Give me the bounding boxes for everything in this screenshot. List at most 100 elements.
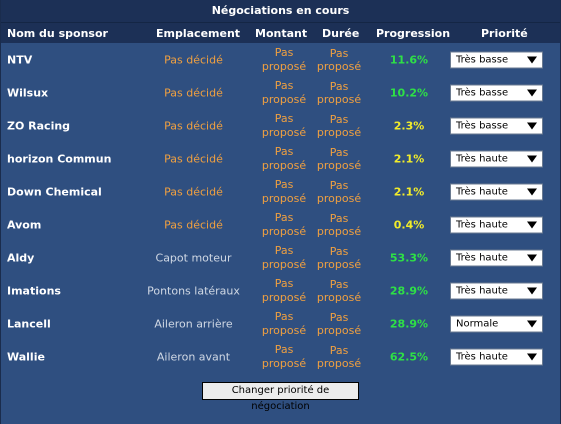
progression-value: 11.6% [389, 53, 429, 66]
montant-line-2: proposé [261, 191, 307, 205]
column-header-priorite: Priorité [481, 27, 528, 40]
column-header-duree: Durée [322, 27, 360, 40]
duree-value: Pas proposé [316, 46, 362, 73]
table-row: Avom Pas décidé Pas proposé Pas proposé 0.4% T… [1, 208, 560, 241]
table-row: ZO Racing Pas décidé Pas proposé Pas proposé… [1, 109, 560, 142]
duree-value: Pas proposé [316, 211, 362, 238]
change-priority-button[interactable]: Changer priorité de négociation [202, 382, 359, 412]
montant-line-1: Pas [274, 45, 294, 59]
table-row: Aldy Capot moteur Pas proposé Pas proposé 53.… [1, 241, 560, 274]
duree-value: Pas proposé [316, 112, 362, 139]
table-header: Nom du sponsor Emplacement Montant Durée… [1, 23, 560, 43]
dropdown-arrow-icon [527, 221, 537, 228]
emplacement-value: Capot moteur [155, 251, 232, 264]
table-row: Wallie Aileron avant Pas proposé Pas proposé… [1, 340, 560, 373]
priority-select[interactable]: Très haute [450, 348, 543, 365]
priority-select-value: Normale [456, 318, 499, 329]
priority-select[interactable]: Très haute [450, 216, 543, 233]
priority-select-value: Très haute [456, 186, 508, 197]
montant-line-1: Pas [274, 276, 294, 290]
dropdown-arrow-icon [527, 56, 537, 63]
priority-select-value: Très haute [456, 285, 508, 296]
sponsor-name: Aldy [7, 251, 35, 264]
dropdown-arrow-icon [527, 155, 537, 162]
priority-select[interactable]: Très haute [450, 150, 543, 167]
priority-select[interactable]: Très basse [450, 84, 543, 101]
table-row: Lancell Aileron arrière Pas proposé Pas prop… [1, 307, 560, 340]
montant-value: Pas proposé [256, 112, 312, 140]
montant-line-2: proposé [261, 290, 307, 304]
montant-line-2: proposé [261, 224, 307, 238]
sponsor-name: NTV [7, 53, 33, 66]
montant-line-2: proposé [261, 59, 307, 73]
emplacement-value: Pas décidé [164, 185, 223, 198]
montant-line-2: proposé [261, 356, 307, 370]
table-row: Imations Pontons latéraux Pas proposé Pas pr… [1, 274, 560, 307]
montant-value: Pas proposé [256, 343, 312, 371]
sponsor-name: Avom [7, 218, 42, 231]
duree-value: Pas proposé [316, 343, 362, 370]
table-row: horizon Commun Pas décidé Pas proposé Pas pr… [1, 142, 560, 175]
table-row: NTV Pas décidé Pas proposé Pas proposé 11.6% T… [1, 43, 560, 76]
montant-value: Pas proposé [256, 310, 312, 338]
montant-line-2: proposé [261, 257, 307, 271]
duree-value: Pas proposé [316, 310, 362, 337]
priority-select[interactable]: Très haute [450, 249, 543, 266]
sponsor-table-body: NTV Pas décidé Pas proposé Pas proposé 11.6% T… [1, 43, 560, 373]
montant-value: Pas proposé [256, 79, 312, 107]
priority-select[interactable]: Très basse [450, 51, 543, 68]
priority-select-value: Très haute [456, 252, 508, 263]
montant-value: Pas proposé [256, 145, 312, 173]
dropdown-arrow-icon [527, 320, 537, 327]
table-row: Wilsux Pas décidé Pas proposé Pas proposé 10.… [1, 76, 560, 109]
dropdown-arrow-icon [527, 89, 537, 96]
sponsor-name: horizon Commun [7, 152, 112, 165]
emplacement-value: Pas décidé [164, 86, 223, 99]
montant-line-1: Pas [274, 111, 294, 125]
column-header-sponsor: Nom du sponsor [7, 27, 108, 40]
montant-value: Pas proposé [256, 244, 312, 272]
progression-value: 2.1% [393, 185, 425, 198]
montant-line-1: Pas [274, 144, 294, 158]
priority-select[interactable]: Normale [450, 315, 543, 332]
sponsor-name: ZO Racing [7, 119, 71, 132]
emplacement-value: Pas décidé [164, 218, 223, 231]
sponsor-name: Imations [7, 284, 61, 297]
dropdown-arrow-icon [527, 287, 537, 294]
progression-value: 62.5% [389, 350, 429, 363]
priority-select-value: Très haute [456, 153, 508, 164]
duree-value: Pas proposé [316, 79, 362, 106]
montant-line-1: Pas [274, 243, 294, 257]
column-header-progression: Progression [376, 27, 451, 40]
montant-line-1: Pas [274, 78, 294, 92]
sponsor-name: Down Chemical [7, 185, 102, 198]
montant-line-2: proposé [261, 323, 307, 337]
sponsor-name: Wallie [7, 350, 45, 363]
emplacement-value: Aileron arrière [154, 317, 233, 330]
priority-select[interactable]: Très basse [450, 117, 543, 134]
emplacement-value: Aileron avant [156, 350, 231, 363]
priority-select-value: Très basse [456, 54, 509, 65]
montant-line-2: proposé [261, 92, 307, 106]
progression-value: 2.1% [393, 152, 425, 165]
emplacement-value: Pontons latéraux [147, 284, 240, 297]
montant-line-2: proposé [261, 158, 307, 172]
priority-select[interactable]: Très haute [450, 282, 543, 299]
progression-value: 10.2% [389, 86, 429, 99]
montant-line-1: Pas [274, 210, 294, 224]
priority-select-value: Très haute [456, 351, 508, 362]
emplacement-value: Pas décidé [164, 152, 223, 165]
montant-value: Pas proposé [256, 277, 312, 305]
duree-value: Pas proposé [316, 145, 362, 172]
column-header-montant: Montant [255, 27, 308, 40]
dropdown-arrow-icon [527, 188, 537, 195]
column-header-emplacement: Emplacement [156, 27, 241, 40]
priority-select-value: Très basse [456, 87, 509, 98]
montant-line-1: Pas [274, 342, 294, 356]
montant-line-1: Pas [274, 309, 294, 323]
duree-value: Pas proposé [316, 244, 362, 271]
emplacement-value: Pas décidé [164, 53, 223, 66]
priority-select[interactable]: Très haute [450, 183, 543, 200]
montant-value: Pas proposé [256, 178, 312, 206]
